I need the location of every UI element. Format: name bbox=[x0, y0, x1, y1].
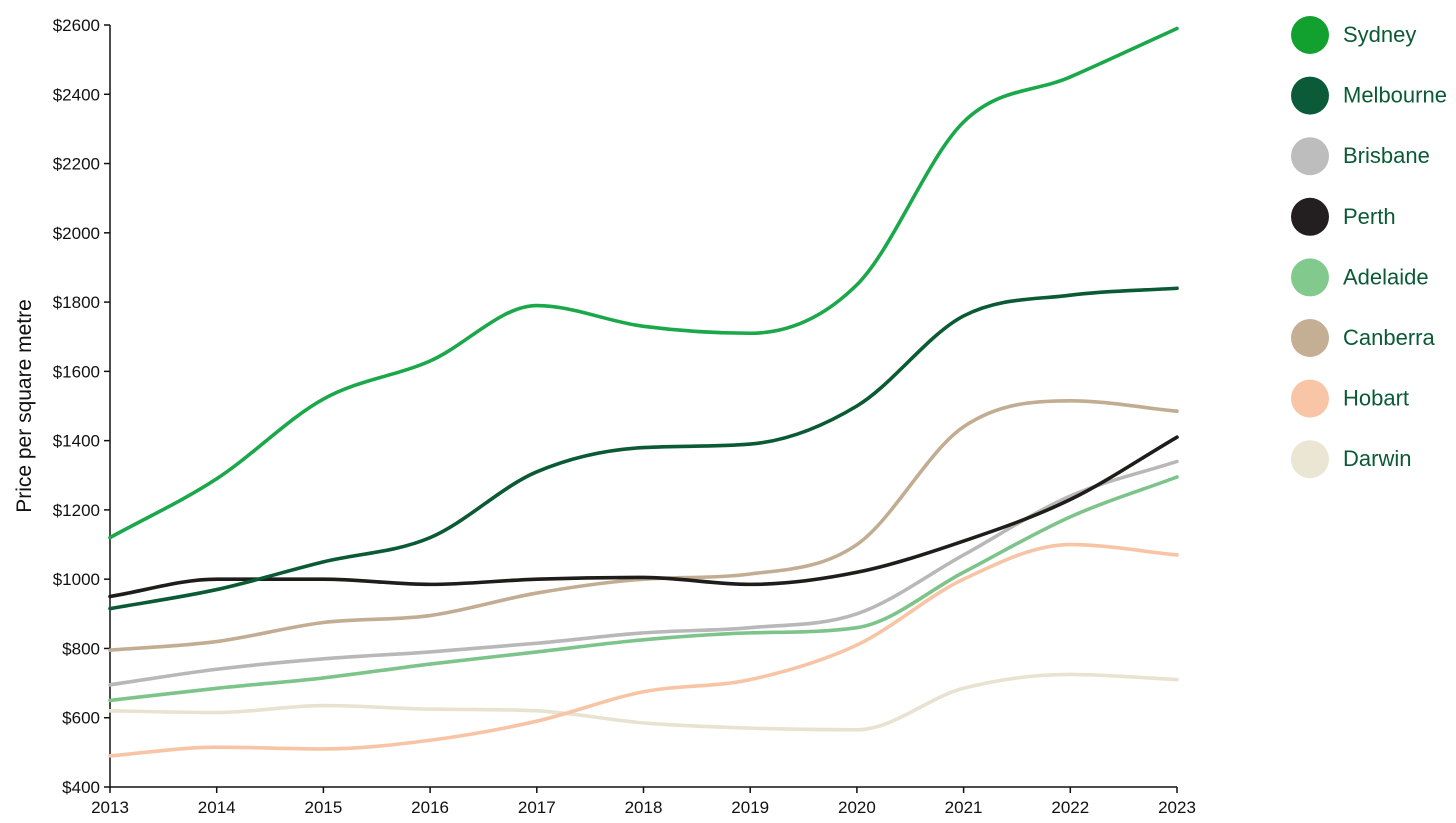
x-axis-ticks: 2013 2014 2015 2016 2017 2018 2019 2020 2021 2022… bbox=[91, 787, 1196, 817]
legend-marker-hobart bbox=[1291, 379, 1329, 418]
x-tick-label: 2023 bbox=[1158, 798, 1196, 817]
legend-label-melbourne: Melbourne bbox=[1343, 83, 1447, 108]
x-tick-label: 2015 bbox=[304, 798, 342, 817]
y-tick-label: $2400 bbox=[53, 85, 100, 104]
y-tick-label: $600 bbox=[62, 709, 100, 728]
x-tick-label: 2022 bbox=[1051, 798, 1089, 817]
y-axis-ticks: $400 $600 $800 $1000 $1200 $1400 $1600 $1800 $20… bbox=[53, 16, 110, 797]
x-tick-label: 2017 bbox=[518, 798, 556, 817]
y-axis-title: Price per square metre bbox=[13, 299, 36, 513]
axes bbox=[109, 25, 1177, 788]
series-line-adelaide bbox=[108, 475, 1179, 703]
legend-label-perth: Perth bbox=[1343, 204, 1396, 229]
x-tick-label: 2013 bbox=[91, 798, 129, 817]
x-tick-label: 2014 bbox=[198, 798, 236, 817]
legend-marker-perth bbox=[1291, 197, 1329, 236]
x-tick-label: 2020 bbox=[838, 798, 876, 817]
series-line-perth bbox=[108, 435, 1179, 599]
legend-label-hobart: Hobart bbox=[1343, 386, 1409, 411]
legend-marker-sydney bbox=[1291, 16, 1329, 54]
x-tick-label: 2018 bbox=[625, 798, 663, 817]
series-line-melbourne bbox=[108, 286, 1179, 611]
series-line-sydney bbox=[108, 26, 1179, 540]
legend-marker-adelaide bbox=[1291, 258, 1329, 297]
y-tick-label: $2200 bbox=[53, 155, 100, 174]
legend-label-brisbane: Brisbane bbox=[1343, 143, 1430, 168]
legend-marker-brisbane bbox=[1291, 137, 1329, 176]
legend-marker-darwin bbox=[1291, 440, 1329, 479]
series-lines bbox=[108, 26, 1179, 758]
x-tick-label: 2021 bbox=[945, 798, 983, 817]
y-tick-label: $1800 bbox=[53, 293, 100, 312]
y-tick-label: $800 bbox=[62, 639, 100, 658]
legend: Sydney Melbourne Brisbane Perth Adelaide Canb… bbox=[1291, 16, 1447, 479]
series-line-brisbane bbox=[108, 459, 1179, 687]
y-tick-label: $1400 bbox=[53, 432, 100, 451]
legend-label-adelaide: Adelaide bbox=[1343, 264, 1429, 289]
x-tick-label: 2016 bbox=[411, 798, 449, 817]
x-tick-label: 2019 bbox=[731, 798, 769, 817]
series-line-hobart bbox=[108, 542, 1179, 758]
legend-label-canberra: Canberra bbox=[1343, 325, 1435, 350]
y-axis-title-group: Price per square metre bbox=[13, 299, 36, 513]
y-tick-label: $2600 bbox=[53, 16, 100, 35]
y-tick-label: $1000 bbox=[53, 570, 100, 589]
legend-marker-melbourne bbox=[1291, 76, 1329, 115]
y-tick-label: $400 bbox=[62, 778, 100, 797]
y-tick-label: $1600 bbox=[53, 362, 100, 381]
legend-label-darwin: Darwin bbox=[1343, 446, 1411, 471]
legend-label-sydney: Sydney bbox=[1343, 22, 1416, 47]
y-tick-label: $1200 bbox=[53, 501, 100, 520]
legend-marker-canberra bbox=[1291, 319, 1329, 357]
y-tick-label: $2000 bbox=[53, 224, 100, 243]
series-line-darwin bbox=[108, 672, 1179, 732]
